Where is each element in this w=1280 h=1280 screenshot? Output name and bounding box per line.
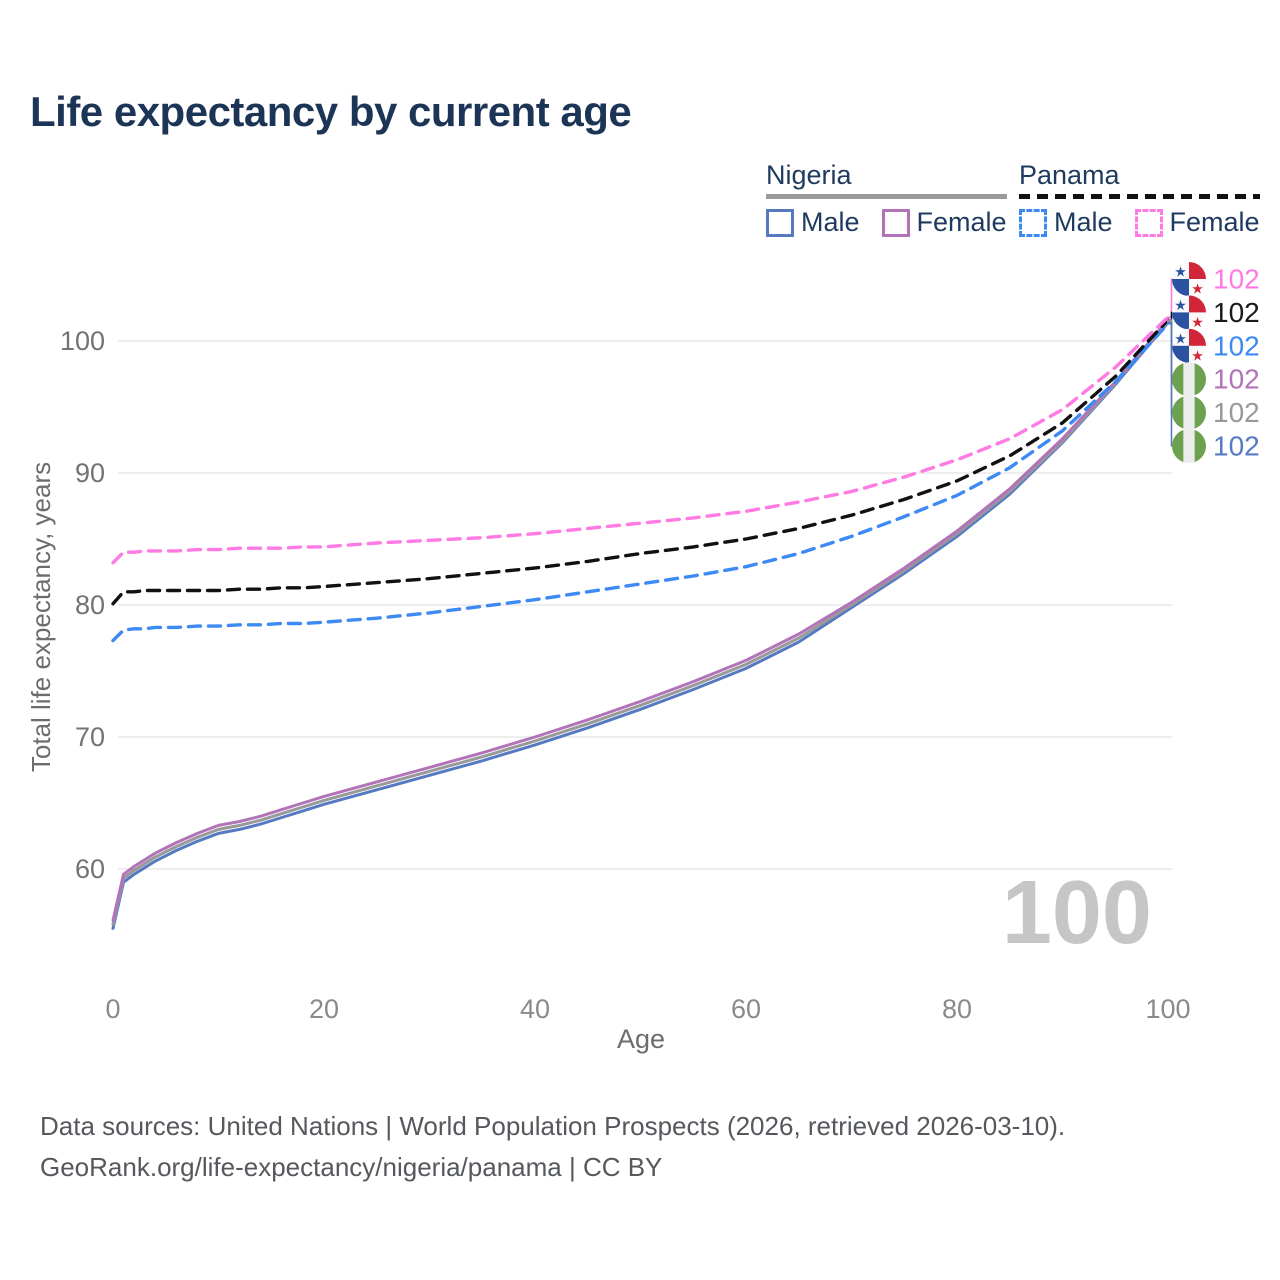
x-tick-label: 40 xyxy=(520,994,550,1024)
nigeria-green-stripe-left xyxy=(1172,362,1184,397)
legend-label-panama-female: Female xyxy=(1169,207,1260,237)
panama-red-star: ★ xyxy=(1191,281,1204,297)
nigeria-flag-icon xyxy=(1172,362,1206,397)
y-tick-label: 60 xyxy=(75,854,105,884)
endpoint-value-label: 102 xyxy=(1213,297,1260,328)
footer-data-sources: Data sources: United Nations | World Pop… xyxy=(40,1111,1066,1141)
nigeria-flag-icon xyxy=(1172,429,1206,463)
nigeria-male-swatch-icon xyxy=(766,208,794,237)
nigeria-green-stripe-left xyxy=(1172,429,1184,463)
panama-blue-star: ★ xyxy=(1174,264,1187,280)
legend-group-nigeria: Nigeria Male Female xyxy=(766,160,1007,238)
series-line-panama-male[interactable] xyxy=(111,322,1170,643)
legend-label-panama-male: Male xyxy=(1054,207,1113,237)
y-tick-label: 100 xyxy=(60,326,105,356)
panama-blue-quadrant xyxy=(1172,279,1189,296)
x-tick-label: 20 xyxy=(309,994,339,1024)
series-line-panama[interactable] xyxy=(111,318,1170,606)
series-line-panama-female[interactable] xyxy=(111,315,1170,565)
page-title: Life expectancy by current age xyxy=(30,88,632,135)
nigeria-green-stripe-right xyxy=(1194,395,1206,430)
panama-female-swatch-icon xyxy=(1134,208,1163,237)
series-line-nigeria[interactable] xyxy=(111,319,1170,926)
panama-male-swatch-icon xyxy=(1019,208,1047,237)
endpoint-value-label: 102 xyxy=(1213,264,1260,295)
panama-blue-star: ★ xyxy=(1174,297,1187,313)
panama-red-star: ★ xyxy=(1191,347,1204,363)
nigeria-green-stripe-left xyxy=(1172,395,1184,430)
panama-flag-icon: ★★ xyxy=(1172,328,1206,363)
endpoint-value-label: 102 xyxy=(1213,397,1260,428)
legend-item-nigeria-female[interactable]: Female xyxy=(881,207,1007,238)
legend-group-panama: Panama Male Female xyxy=(1019,160,1260,238)
x-axis-title: Age xyxy=(617,1024,665,1054)
y-tick-label: 90 xyxy=(75,458,105,488)
x-tick-label: 60 xyxy=(731,994,761,1024)
x-tick-label: 80 xyxy=(942,994,972,1024)
series-line-nigeria-female[interactable] xyxy=(111,318,1170,922)
current-age-watermark: 100 xyxy=(1002,863,1152,963)
panama-blue-quadrant xyxy=(1172,312,1189,330)
panama-dashed-line-sample xyxy=(1019,194,1260,199)
panama-red-quadrant xyxy=(1189,262,1206,279)
nigeria-flag-icon xyxy=(1172,395,1206,430)
endpoint-value-label: 102 xyxy=(1213,431,1260,462)
nigeria-green-stripe-right xyxy=(1194,362,1206,397)
panama-red-quadrant xyxy=(1189,328,1206,346)
nigeria-female-swatch-icon xyxy=(881,208,910,237)
panama-red-quadrant xyxy=(1189,295,1206,313)
legend-country-panama[interactable]: Panama xyxy=(1019,160,1120,190)
legend-label-nigeria-male: Male xyxy=(801,207,860,237)
footer-attribution-link[interactable]: GeoRank.org/life-expectancy/nigeria/pana… xyxy=(40,1152,663,1182)
axis-ticks-layer: 60 70 80 90 100 0 20 40 60 80 100 xyxy=(60,326,1191,1024)
y-tick-label: 70 xyxy=(75,722,105,752)
series-layer xyxy=(111,315,1170,930)
nigeria-green-stripe-right xyxy=(1194,429,1206,463)
y-tick-label: 80 xyxy=(75,590,105,620)
chart-footer: Data sources: United Nations | World Pop… xyxy=(40,1106,1065,1188)
nigeria-solid-line-sample xyxy=(766,194,1007,199)
legend-item-nigeria-male[interactable]: Male xyxy=(766,207,860,238)
gridlines-layer xyxy=(118,340,1172,870)
panama-blue-quadrant xyxy=(1172,345,1189,363)
legend-label-nigeria-female: Female xyxy=(916,207,1007,237)
legend-item-panama-female[interactable]: Female xyxy=(1134,207,1260,238)
chart-legend: Nigeria Male Female Panama xyxy=(0,160,1280,250)
y-axis-title: Total life expectancy, years xyxy=(26,462,56,772)
panama-red-star: ★ xyxy=(1191,314,1204,330)
x-tick-label: 100 xyxy=(1145,994,1190,1024)
endpoint-value-label: 102 xyxy=(1213,330,1260,361)
endpoint-value-label: 102 xyxy=(1213,364,1260,395)
panama-blue-star: ★ xyxy=(1174,330,1187,346)
panama-flag-icon: ★★ xyxy=(1172,295,1206,330)
panama-flag-icon: ★★ xyxy=(1172,262,1206,297)
series-line-nigeria-male[interactable] xyxy=(111,321,1170,930)
x-tick-label: 0 xyxy=(105,994,120,1024)
legend-item-panama-male[interactable]: Male xyxy=(1019,207,1113,238)
legend-country-nigeria[interactable]: Nigeria xyxy=(766,160,852,190)
